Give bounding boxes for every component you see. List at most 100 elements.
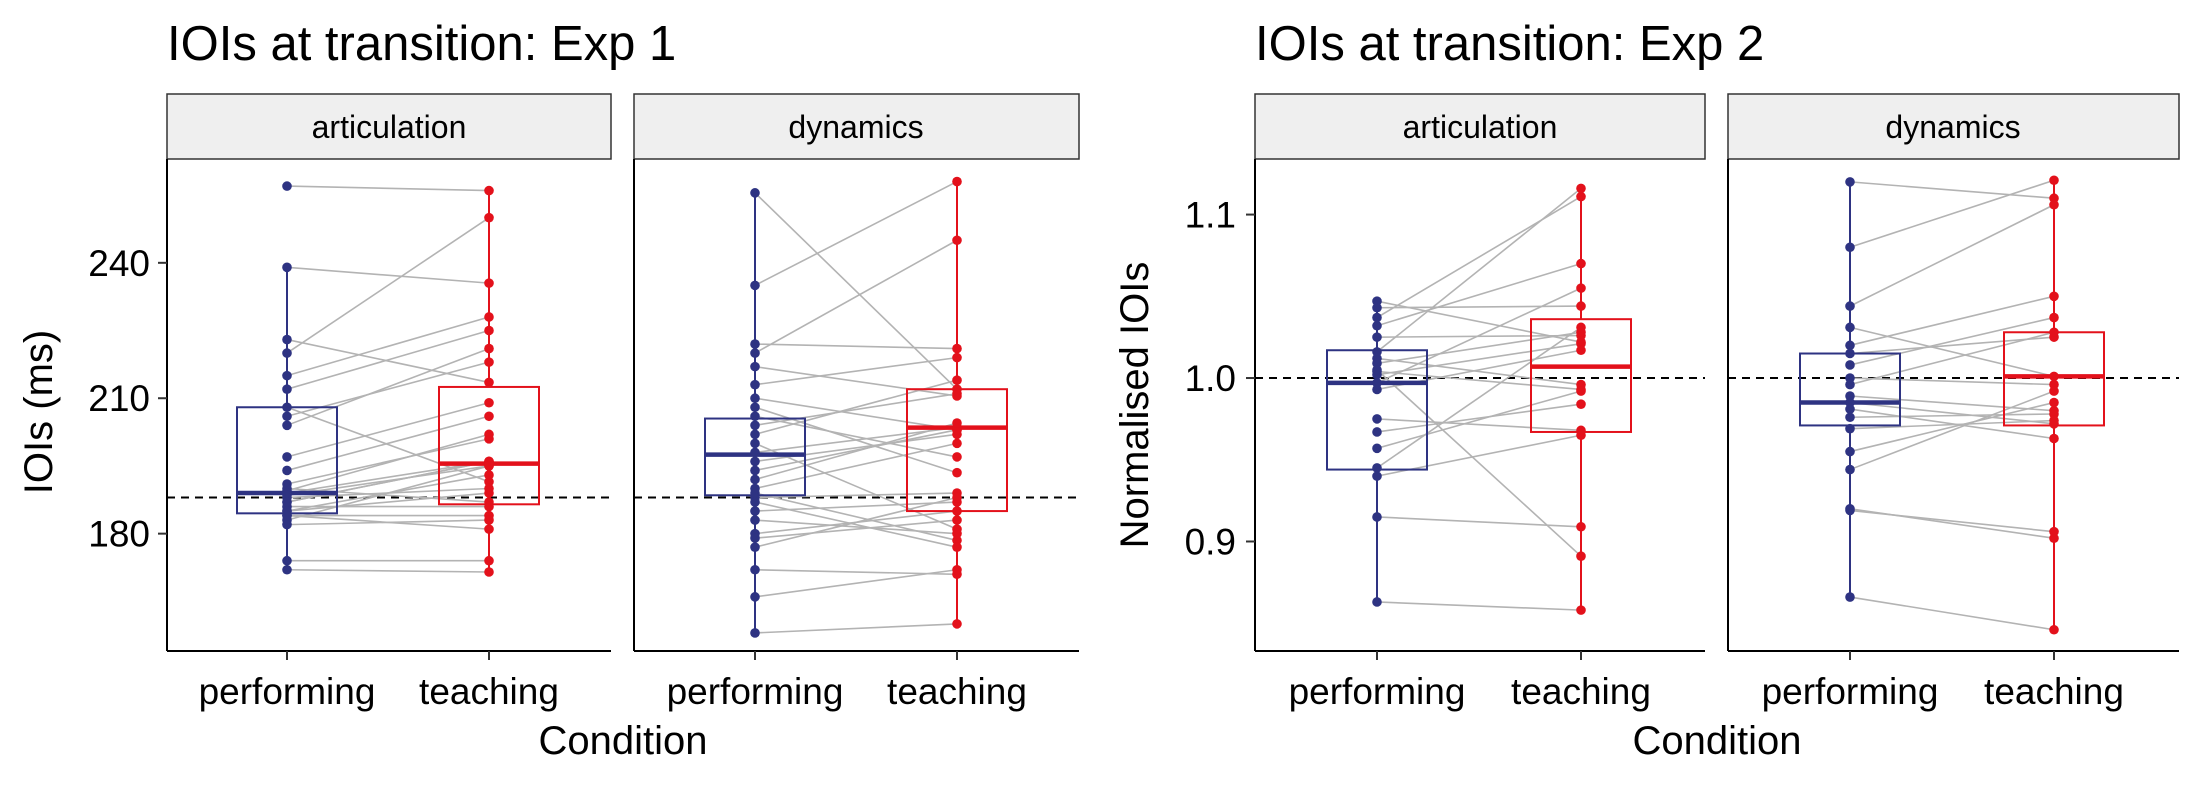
pair-line-articulation-12: [1376, 418, 1582, 432]
point-dynamics-teaching-21: [952, 528, 962, 539]
point-articulation-teaching-11: [1576, 345, 1586, 356]
point-dynamics-teaching-1: [2049, 175, 2059, 186]
point-articulation-teaching-4: [484, 312, 494, 322]
point-articulation-teaching-13: [1576, 399, 1586, 409]
pair-line-articulation-6: [1376, 357, 1582, 386]
point-articulation-teaching-2: [1576, 191, 1586, 202]
pair-line-dynamics-4: [1849, 295, 2055, 347]
point-dynamics-performing-6: [750, 393, 760, 404]
point-articulation-performing-27: [282, 564, 292, 575]
pair-line-articulation-3: [1376, 262, 1582, 327]
point-articulation-performing-16: [1372, 471, 1382, 481]
strip-exp1-articulation: articulation: [166, 93, 612, 160]
strip-exp2-articulation: articulation: [1254, 93, 1706, 160]
point-articulation-teaching-17: [1576, 521, 1586, 532]
x-tick-label-exp2-dynamics-teaching: teaching: [1984, 671, 2124, 712]
pair-line-dynamics-6: [754, 397, 958, 431]
pair-line-dynamics-23: [754, 519, 958, 539]
pair-line-articulation-2: [286, 338, 490, 384]
x-tick-label-exp2-articulation-performing: performing: [1289, 671, 1466, 712]
chart-title-exp1: IOIs at transition: Exp 1: [167, 17, 676, 71]
x-tick-label-exp2-dynamics-performing: performing: [1762, 671, 1939, 712]
x-axis-title-exp2: Condition: [1632, 719, 1801, 763]
point-dynamics-performing-1: [750, 280, 760, 291]
y-tick-label: 1.0: [1185, 358, 1236, 399]
strip-exp1-dynamics: dynamics: [633, 93, 1080, 160]
point-articulation-performing-2: [1372, 312, 1382, 323]
pair-line-articulation-1: [286, 266, 490, 284]
point-dynamics-performing-14: [750, 465, 760, 476]
point-dynamics-performing-6: [1845, 360, 1855, 370]
point-articulation-teaching-15: [1576, 322, 1586, 333]
pair-line-articulation-13: [286, 433, 490, 492]
strip-box-exp1-dynamics: [633, 93, 1080, 160]
pair-line-dynamics-8: [1849, 331, 2055, 386]
point-articulation-teaching-10: [484, 411, 494, 422]
point-articulation-teaching-5: [484, 325, 494, 336]
pair-line-dynamics-17: [1849, 509, 2055, 533]
point-articulation-teaching-27: [484, 567, 494, 577]
point-dynamics-performing-12: [1845, 412, 1855, 423]
pair-line-dynamics-10: [1849, 401, 2055, 425]
point-dynamics-teaching-2: [952, 343, 962, 354]
point-articulation-teaching-25: [484, 515, 494, 525]
point-dynamics-performing-0: [1845, 177, 1855, 187]
point-dynamics-teaching-3: [2049, 371, 2059, 382]
point-dynamics-teaching-23: [952, 515, 962, 525]
plot-exp1-dynamics: [633, 159, 1079, 660]
strip-label-exp2-dynamics: dynamics: [1885, 109, 2020, 145]
pair-line-dynamics-7: [1849, 377, 2055, 386]
point-dynamics-teaching-18: [2049, 624, 2059, 635]
point-dynamics-teaching-10: [952, 375, 962, 385]
pair-line-dynamics-13: [754, 433, 958, 463]
point-dynamics-teaching-16: [952, 438, 962, 449]
pair-line-dynamics-20: [754, 501, 958, 512]
point-dynamics-teaching-24: [952, 492, 962, 503]
point-articulation-teaching-18: [1576, 605, 1586, 615]
point-articulation-performing-10: [282, 465, 292, 476]
pair-line-articulation-14: [286, 460, 490, 494]
pair-line-articulation-5: [286, 329, 490, 390]
point-dynamics-teaching-9: [952, 388, 962, 399]
point-dynamics-performing-25: [750, 564, 760, 575]
point-articulation-teaching-19: [1576, 551, 1586, 561]
pair-line-dynamics-15: [1849, 390, 2055, 471]
pair-line-articulation-20: [286, 492, 490, 512]
point-articulation-performing-4: [282, 370, 292, 381]
point-dynamics-performing-3: [750, 348, 760, 358]
pair-line-dynamics-24: [754, 496, 958, 548]
point-articulation-performing-18: [1372, 597, 1382, 607]
point-dynamics-performing-4: [1845, 340, 1855, 351]
point-articulation-teaching-10: [1576, 283, 1586, 293]
x-tick-label-exp1-dynamics-performing: performing: [667, 671, 844, 712]
pair-line-dynamics-12: [1849, 413, 2055, 419]
pair-line-dynamics-3: [1849, 326, 2055, 378]
pair-line-articulation-14: [1376, 390, 1582, 450]
point-dynamics-performing-26: [750, 592, 760, 602]
point-articulation-performing-19: [1372, 365, 1382, 375]
point-dynamics-teaching-4: [2049, 291, 2059, 302]
pair-line-dynamics-26: [754, 568, 958, 598]
point-articulation-performing-3: [1372, 320, 1382, 331]
point-dynamics-performing-1: [1845, 242, 1855, 253]
point-dynamics-performing-21: [750, 515, 760, 525]
point-articulation-performing-9: [282, 452, 292, 462]
y-tick-label: 240: [88, 243, 150, 284]
point-articulation-performing-17: [1372, 512, 1382, 522]
point-dynamics-teaching-17: [952, 535, 962, 546]
point-articulation-teaching-8: [484, 343, 494, 354]
point-dynamics-teaching-27: [952, 619, 962, 629]
x-tick-label-exp1-dynamics-teaching: teaching: [887, 671, 1027, 712]
pair-line-dynamics-9: [1849, 395, 2055, 412]
point-dynamics-performing-9: [750, 420, 760, 431]
pair-line-articulation-9: [1376, 342, 1582, 376]
point-dynamics-teaching-8: [2049, 327, 2059, 338]
pair-line-dynamics-5: [1849, 336, 2055, 355]
plot-exp2-dynamics: [1727, 159, 2179, 660]
point-articulation-teaching-21: [484, 470, 494, 480]
point-articulation-teaching-16: [1576, 430, 1586, 441]
y-axis-title-exp2: Normalised IOIs: [1113, 262, 1157, 549]
point-dynamics-teaching-17: [2049, 526, 2059, 537]
point-dynamics-teaching-13: [2049, 415, 2059, 426]
x-axis-title-exp1: Condition: [538, 719, 707, 763]
